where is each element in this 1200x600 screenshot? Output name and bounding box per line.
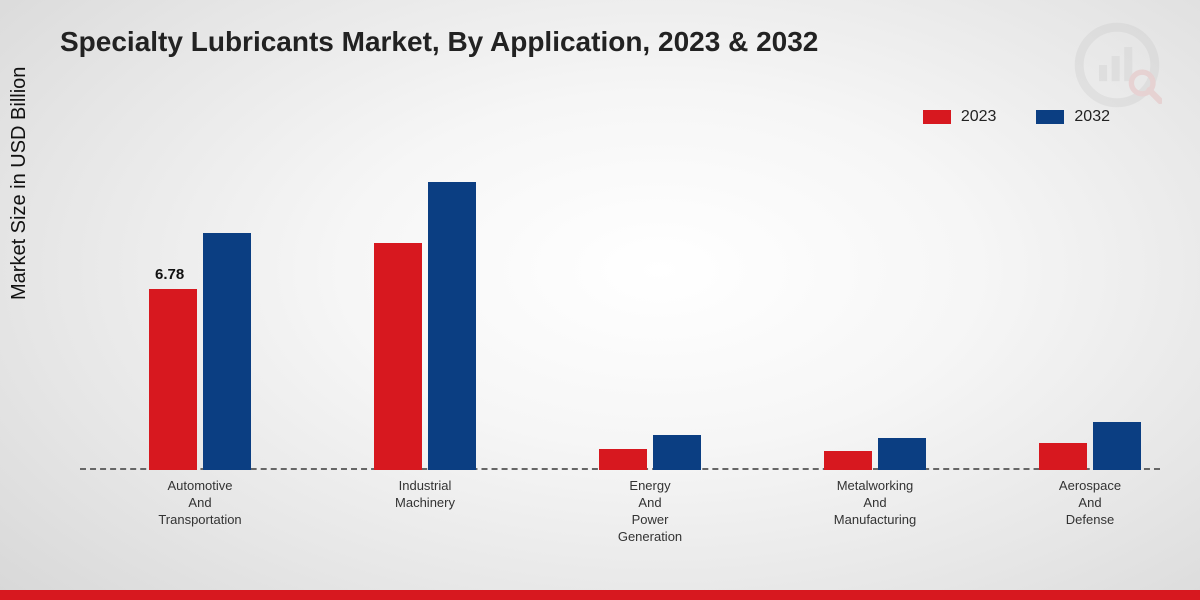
bar: [428, 182, 476, 470]
x-tick-label: Metalworking And Manufacturing: [834, 478, 916, 529]
watermark-logo: [1072, 20, 1162, 110]
bar: [1093, 422, 1141, 470]
x-tick-label: Energy And Power Generation: [618, 478, 682, 546]
chart-title: Specialty Lubricants Market, By Applicat…: [60, 26, 818, 58]
bar: [878, 438, 926, 470]
legend: 2023 2032: [923, 108, 1110, 126]
legend-label: 2023: [961, 108, 997, 126]
plot-area: 6.78: [80, 150, 1160, 470]
bar: [203, 233, 251, 470]
bar: [1039, 443, 1087, 470]
y-axis-label: Market Size in USD Billion: [8, 67, 31, 300]
bar: [599, 449, 647, 470]
x-tick-label: Industrial Machinery: [395, 478, 455, 512]
bar: [653, 435, 701, 470]
x-tick-label: Aerospace And Defense: [1059, 478, 1121, 529]
bar-group: [149, 233, 251, 470]
chart-page: Specialty Lubricants Market, By Applicat…: [0, 0, 1200, 600]
bar-group: [374, 182, 476, 470]
legend-label: 2032: [1074, 108, 1110, 126]
legend-swatch: [923, 110, 951, 124]
x-tick-label: Automotive And Transportation: [158, 478, 241, 529]
footer-bar: [0, 590, 1200, 600]
legend-item-2032: 2032: [1036, 108, 1110, 126]
legend-item-2023: 2023: [923, 108, 997, 126]
x-axis-labels: Automotive And Transportation Industrial …: [80, 478, 1160, 558]
bar: [824, 451, 872, 470]
bar: [374, 243, 422, 470]
bar-group: [599, 435, 701, 470]
bar-group: [824, 438, 926, 470]
bar: [149, 289, 197, 470]
legend-swatch: [1036, 110, 1064, 124]
bar-group: [1039, 422, 1141, 470]
